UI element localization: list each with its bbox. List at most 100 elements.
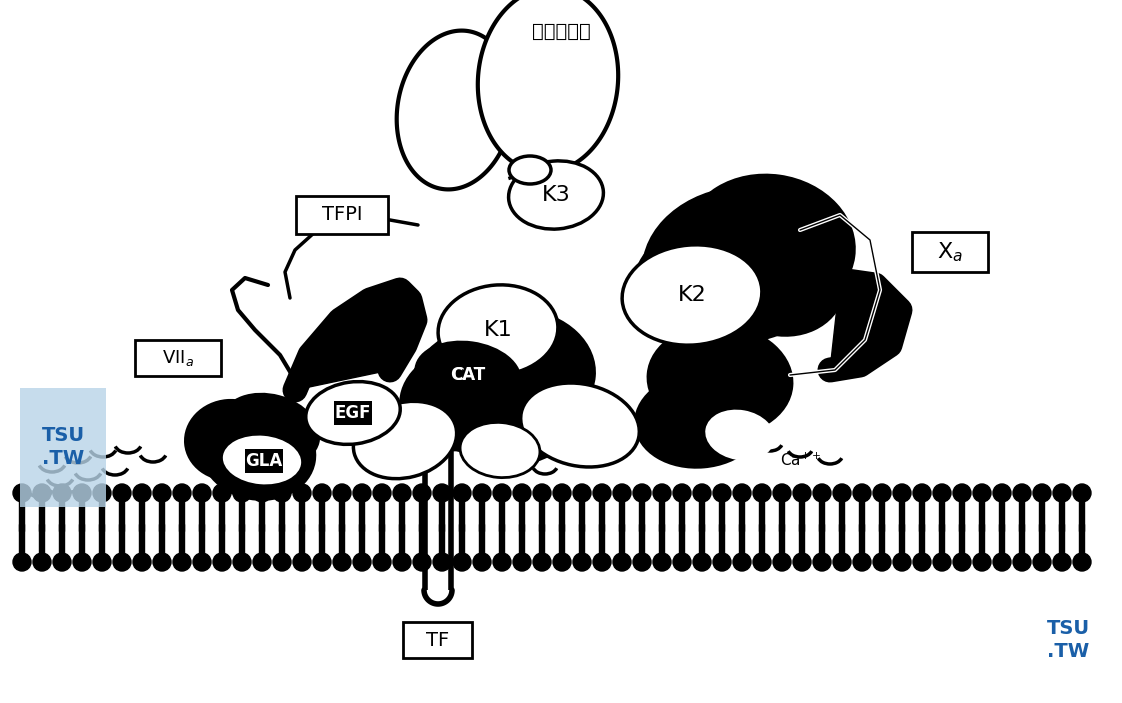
Bar [420,501,424,531]
Bar [379,524,385,554]
Circle shape [413,553,431,571]
Circle shape [753,553,771,571]
Circle shape [1054,553,1072,571]
Circle shape [813,484,831,502]
Text: K1: K1 [484,320,513,340]
FancyBboxPatch shape [912,232,988,272]
Ellipse shape [416,342,521,408]
Bar [379,501,385,531]
Bar [859,501,864,531]
Bar [120,524,125,554]
Bar [100,501,104,531]
Bar [19,524,25,554]
Circle shape [712,484,732,502]
Bar [900,501,904,531]
Circle shape [712,553,732,571]
Circle shape [193,553,211,571]
Bar [680,501,684,531]
Circle shape [1033,553,1051,571]
Circle shape [13,484,31,502]
Ellipse shape [508,161,604,229]
Circle shape [173,553,191,571]
Text: EGF: EGF [334,404,371,422]
Bar [1020,501,1024,531]
Bar [540,501,544,531]
Circle shape [533,484,551,502]
Ellipse shape [185,400,275,480]
Bar [1079,524,1085,554]
Circle shape [594,484,611,502]
Circle shape [393,484,411,502]
Circle shape [333,484,351,502]
Circle shape [273,553,291,571]
Bar [780,524,784,554]
Bar [1000,501,1004,531]
Bar [880,501,884,531]
Text: GLA: GLA [246,452,283,470]
Bar [259,524,265,554]
Bar [399,524,405,554]
Circle shape [373,553,390,571]
Circle shape [993,553,1011,571]
Bar [619,501,625,531]
Circle shape [893,484,911,502]
Bar [499,501,505,531]
Circle shape [673,553,691,571]
Circle shape [353,553,371,571]
Ellipse shape [706,410,774,460]
Bar [159,501,165,531]
Bar [80,501,84,531]
Bar [100,524,104,554]
Circle shape [793,553,811,571]
Text: VII$_a$: VII$_a$ [162,348,194,368]
Ellipse shape [686,174,855,316]
Ellipse shape [445,310,595,430]
Ellipse shape [509,156,551,184]
Bar [900,524,904,554]
Text: TF: TF [426,631,450,650]
Circle shape [953,484,971,502]
Circle shape [233,484,251,502]
Bar [19,501,25,531]
Bar [880,524,884,554]
Circle shape [313,484,331,502]
Bar [159,524,165,554]
Text: TSU
.TW: TSU .TW [42,426,84,468]
Bar [739,501,745,531]
Circle shape [934,553,951,571]
Text: K2: K2 [678,285,707,305]
Bar [599,524,605,554]
Bar [1039,501,1045,531]
Bar [760,524,764,554]
Bar [300,501,304,531]
Circle shape [653,553,671,571]
Bar [760,501,764,531]
Bar [959,501,965,531]
Bar [239,501,245,531]
Bar [540,524,544,554]
Ellipse shape [221,394,319,466]
Circle shape [293,484,311,502]
Ellipse shape [411,325,570,455]
Bar [579,501,585,531]
Circle shape [252,484,272,502]
Ellipse shape [622,245,762,345]
Bar [59,524,64,554]
Circle shape [113,484,131,502]
Bar [139,501,145,531]
Bar [560,501,564,531]
Ellipse shape [643,187,837,343]
Ellipse shape [438,285,558,375]
Circle shape [252,553,272,571]
Ellipse shape [322,209,358,229]
Bar [819,501,825,531]
Ellipse shape [460,423,540,477]
Bar [920,501,925,531]
Bar [859,524,864,554]
Circle shape [833,553,850,571]
Circle shape [553,484,571,502]
Circle shape [793,484,811,502]
Circle shape [433,553,451,571]
Circle shape [233,553,251,571]
Circle shape [733,553,751,571]
